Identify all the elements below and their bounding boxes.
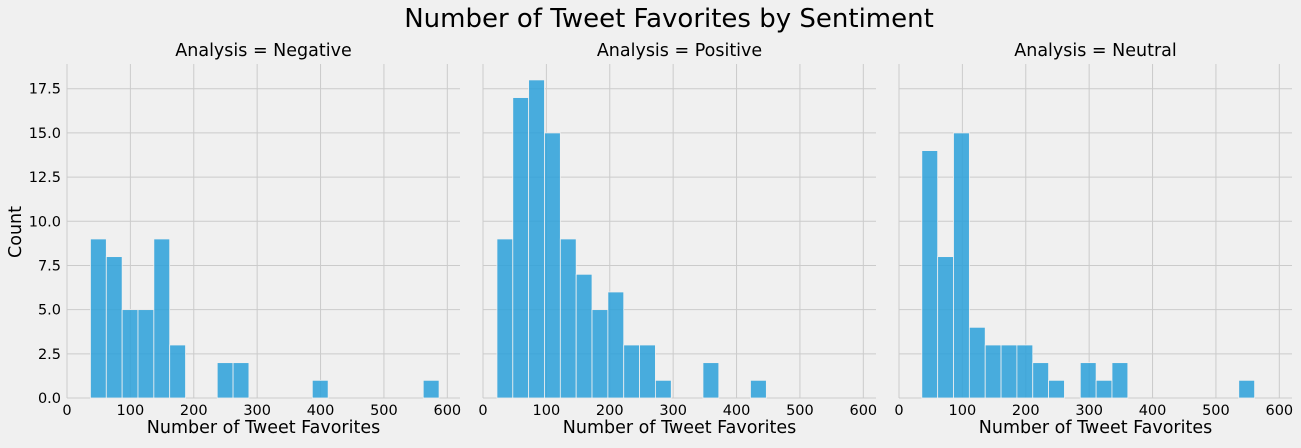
y-tick-label: 12.5 <box>29 170 61 186</box>
x-tick-label: 400 <box>1139 403 1167 419</box>
histogram-bar <box>1016 344 1034 399</box>
histogram-bar <box>1032 362 1049 399</box>
facet-title: Analysis = Positive <box>597 41 762 61</box>
y-tick-label: 5.0 <box>38 303 61 319</box>
y-tick-label: 7.5 <box>38 258 61 274</box>
x-tick-label: 300 <box>243 403 271 419</box>
histogram-bar <box>169 344 186 399</box>
histogram-bar <box>655 379 672 399</box>
facet-title: Analysis = Negative <box>175 41 351 61</box>
x-tick-label: 200 <box>180 403 208 419</box>
histogram-bar <box>544 132 561 399</box>
facet-panels: 0 100 200 300 400 500 600 0.0 2.5 5.0 7.5 10.0 12.5 1… <box>29 41 1293 438</box>
histogram-bar <box>512 97 530 399</box>
histogram-bar <box>311 379 329 399</box>
facet-title: Analysis = Neutral <box>1014 41 1176 61</box>
y-tick-label: 15.0 <box>29 126 61 142</box>
x-tick-label: 600 <box>1265 403 1293 419</box>
histogram-bar <box>528 79 545 399</box>
x-axis-label: Number of Tweet Favorites <box>563 418 796 438</box>
facet-panel-3: 0 100 200 300 400 500 600 Analysis = Neutral Num… <box>894 41 1293 438</box>
y-tick-label: 17.5 <box>29 82 61 98</box>
histogram-bar <box>1079 362 1097 399</box>
histogram-bar <box>232 362 250 399</box>
x-tick-label: 200 <box>1012 403 1040 419</box>
x-tick-label: 600 <box>433 403 461 419</box>
x-tick-label: 300 <box>1075 403 1103 419</box>
histogram-bar <box>496 238 514 399</box>
histogram-bar <box>921 150 939 399</box>
histogram-bar <box>750 379 767 399</box>
histogram-bar <box>1048 379 1065 399</box>
x-tick-label: 300 <box>659 403 687 419</box>
x-tick-label: 500 <box>370 403 398 419</box>
x-axis-label: Number of Tweet Favorites <box>147 418 380 438</box>
histogram-bar <box>591 309 609 399</box>
histogram-bar <box>1095 379 1113 399</box>
x-axis-label: Number of Tweet Favorites <box>979 418 1212 438</box>
x-tick-label: 400 <box>307 403 335 419</box>
histogram-bar <box>984 344 1002 399</box>
histogram-bar <box>937 256 954 399</box>
y-tick-label: 0.0 <box>38 391 61 407</box>
histogram-bar <box>216 362 234 399</box>
x-tick-label: 100 <box>949 403 977 419</box>
histogram-bar <box>953 132 970 399</box>
histogram-bar <box>1000 344 1018 399</box>
histogram-bar <box>575 273 593 399</box>
histogram-bar <box>1238 379 1256 399</box>
chart-title: Number of Tweet Favorites by Sentiment <box>404 4 934 34</box>
histogram-bar <box>105 256 123 399</box>
x-tick-label: 0 <box>478 403 487 419</box>
histogram-bar <box>607 291 625 399</box>
facet-panel-1: 0 100 200 300 400 500 600 0.0 2.5 5.0 7.5 10.0 12.5 1… <box>29 41 461 438</box>
histogram-bar <box>121 309 139 399</box>
histogram-bar <box>422 379 440 399</box>
x-tick-label: 500 <box>1202 403 1230 419</box>
x-tick-label: 0 <box>62 403 71 419</box>
histogram-bar <box>137 309 155 399</box>
histogram-bar <box>559 238 577 399</box>
histogram-bar <box>153 238 171 399</box>
x-tick-label: 600 <box>849 403 877 419</box>
facet-panel-2: 0 100 200 300 400 500 600 Analysis = Positive Nu… <box>478 41 877 438</box>
histogram-bar <box>702 362 720 399</box>
histogram-bar <box>90 238 107 399</box>
histogram-bar <box>968 326 986 399</box>
x-tick-label: 200 <box>596 403 624 419</box>
histogram-bar <box>1111 362 1129 399</box>
y-axis-label: Count <box>6 206 26 258</box>
histogram-bar <box>639 344 656 399</box>
x-tick-label: 100 <box>533 403 561 419</box>
x-tick-label: 400 <box>723 403 751 419</box>
histogram-bar <box>623 344 640 399</box>
x-tick-label: 100 <box>117 403 145 419</box>
x-tick-label: 0 <box>894 403 903 419</box>
y-tick-label: 2.5 <box>38 347 61 363</box>
y-tick-label: 10.0 <box>29 214 61 230</box>
x-tick-label: 500 <box>786 403 814 419</box>
